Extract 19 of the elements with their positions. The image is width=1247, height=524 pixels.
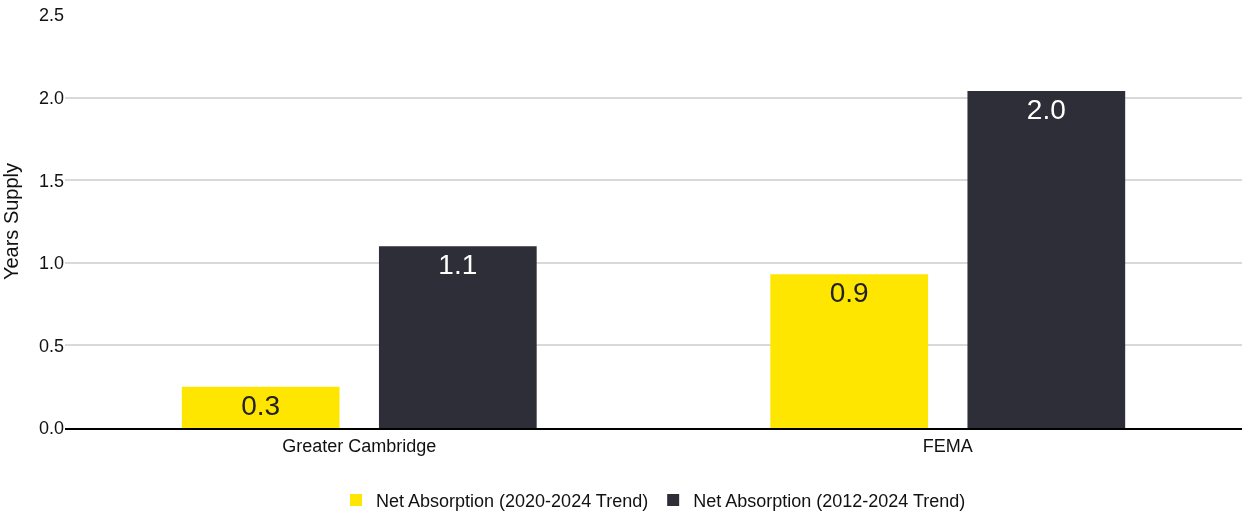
y-tick-label: 2.5 [38,5,64,26]
bar [770,274,929,428]
x-tick-label: Greater Cambridge [282,435,437,456]
x-tick-label: FEMA [922,435,973,456]
y-tick-label: 2.0 [38,87,64,108]
y-tick-label: 0.5 [38,335,64,356]
data-label: 0.9 [829,277,869,309]
data-label: 1.1 [438,249,478,281]
data-label: 0.3 [241,389,281,421]
legend-label: Net Absorption (2020-2024 Trend) [376,490,649,511]
y-tick-label: 0.0 [38,418,64,439]
y-axis-title: Years Supply [0,162,22,281]
data-label: 2.0 [1026,93,1066,125]
y-tick-label: 1.5 [38,170,64,191]
legend-label: Net Absorption (2012-2024 Trend) [693,490,966,511]
y-tick-label: 1.0 [38,253,64,274]
bar [378,246,537,428]
bar [181,386,340,428]
bar [967,90,1126,428]
